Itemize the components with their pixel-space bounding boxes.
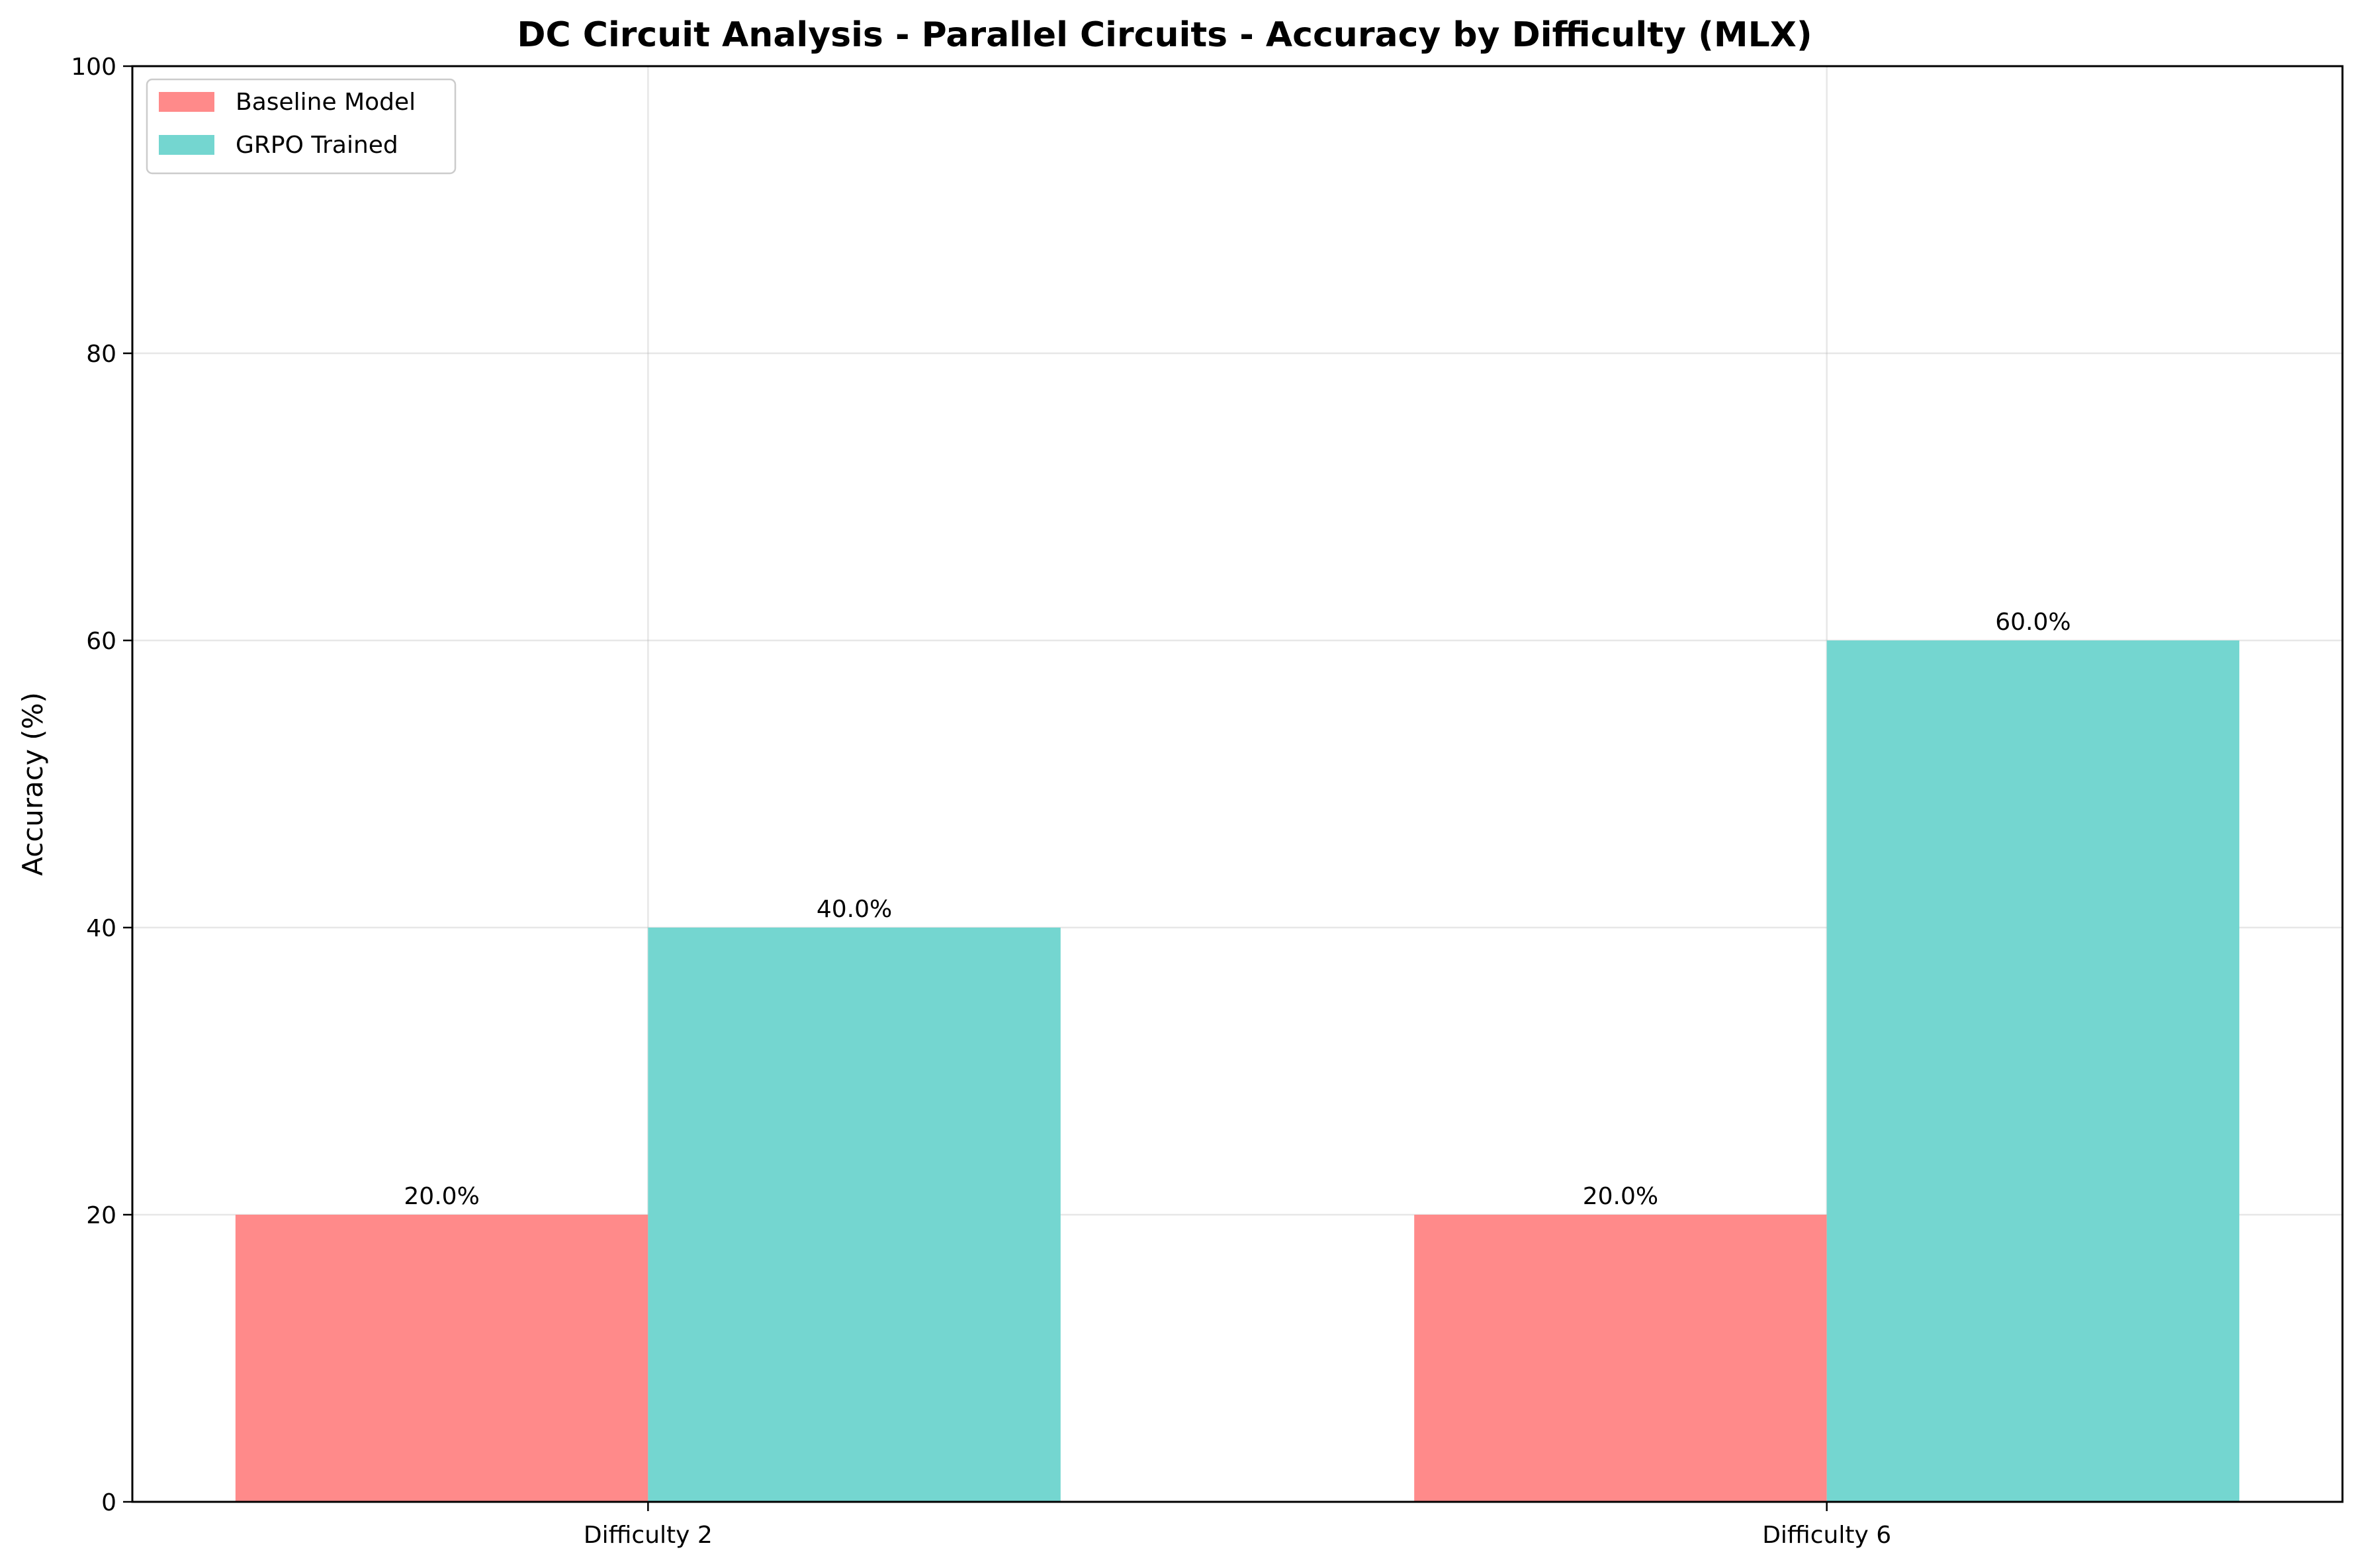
bars [235,640,2240,1502]
chart-title: DC Circuit Analysis - Parallel Circuits … [517,15,1812,55]
bar-baseline-model-1 [1414,1215,1827,1502]
legend-swatch-grpo [159,135,214,155]
legend-label-grpo: GRPO Trained [236,132,398,159]
value-label-baseline-model-1: 20.0% [1583,1183,1658,1210]
y-axis-label: Accuracy (%) [17,692,49,876]
y-tick-label-60: 60 [86,628,116,655]
value-label-grpo-trained-1: 60.0% [1995,609,2071,636]
legend-label-baseline: Baseline Model [236,89,416,116]
value-label-grpo-trained-0: 40.0% [817,896,892,923]
bar-grpo-trained-0 [648,928,1061,1502]
x-tick-label-0: Difficulty 2 [584,1522,713,1549]
x-axis: Difficulty 2 Difficulty 6 [584,1502,1891,1549]
y-tick-label-0: 0 [101,1489,116,1516]
y-axis: 0 20 40 60 80 100 [71,54,132,1516]
x-tick-label-1: Difficulty 6 [1762,1522,1891,1549]
y-tick-label-80: 80 [86,341,116,368]
legend-box [146,78,457,175]
y-tick-label-100: 100 [71,54,116,81]
value-label-baseline-model-0: 20.0% [404,1183,479,1210]
y-tick-label-20: 20 [86,1202,116,1229]
legend-swatch-baseline [159,92,214,112]
plot-frame [131,65,2344,1503]
value-labels: 20.0% 20.0% 40.0% 60.0% [404,609,2071,1210]
bar-baseline-model-0 [235,1215,648,1502]
y-tick-label-40: 40 [86,915,116,942]
bar-grpo-trained-1 [1826,640,2240,1502]
legend: Baseline Model GRPO Trained [146,78,457,175]
